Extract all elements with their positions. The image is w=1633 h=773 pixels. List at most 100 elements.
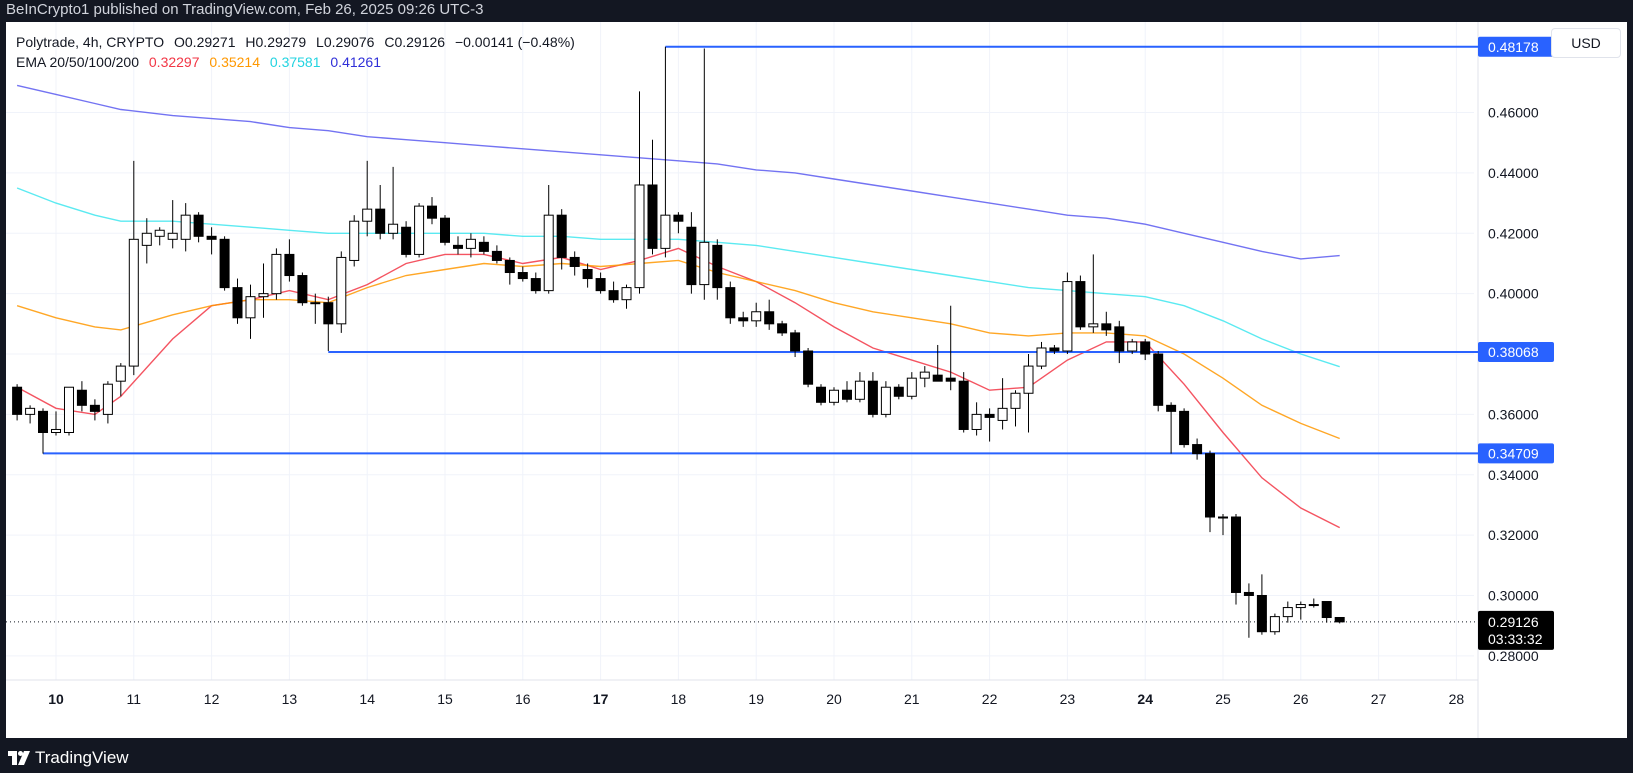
candle-up — [154, 229, 165, 237]
chart-panel[interactable]: 0.28000 0.30000 0.32000 0.34000 0.36000 0.380… — [6, 22, 1627, 738]
y-tick-label: 0.32000 — [1488, 527, 1539, 543]
brand-name: TradingView — [35, 748, 129, 767]
price-chart[interactable]: 0.28000 0.30000 0.32000 0.34000 0.36000 0.380… — [6, 22, 1627, 738]
x-tick-label: 19 — [748, 691, 764, 707]
candle-down — [440, 217, 450, 243]
candle-down — [867, 380, 878, 415]
symbol-label[interactable]: Polytrade, 4h, CRYPTO — [16, 34, 165, 50]
high-value: 0.29279 — [255, 34, 307, 50]
x-tick-label: 20 — [826, 691, 842, 707]
candle-up — [1062, 281, 1073, 352]
candle-up — [997, 407, 1008, 421]
candle-down — [323, 302, 334, 325]
candle-up — [1282, 607, 1293, 618]
candle-up — [25, 407, 36, 415]
x-tick-label: 17 — [593, 691, 609, 707]
candle-up — [1127, 341, 1138, 352]
candle-down — [595, 278, 606, 292]
candle-down — [673, 214, 684, 222]
candle-up — [1218, 516, 1228, 519]
candle-up — [388, 223, 399, 234]
x-tick-label: 22 — [982, 691, 998, 707]
candle-up — [258, 293, 269, 298]
candle-down — [1179, 410, 1190, 446]
ema-title[interactable]: EMA 20/50/100/200 — [16, 54, 139, 70]
y-tick-label: 0.40000 — [1488, 286, 1539, 302]
candle-up — [543, 214, 554, 292]
candle-up — [180, 214, 191, 240]
candle-up — [1269, 616, 1280, 633]
candle-down — [12, 386, 23, 415]
tradingview-brand[interactable]: TradingView — [8, 748, 129, 768]
candle-up — [63, 386, 74, 433]
candle-up — [880, 386, 891, 415]
candle-down — [89, 404, 100, 412]
candle-up — [1010, 392, 1021, 409]
candle-down — [530, 278, 541, 292]
open-value: 0.29271 — [184, 34, 236, 50]
ema100-value: 0.37581 — [269, 54, 321, 70]
x-tick-label: 23 — [1060, 691, 1076, 707]
candle-down — [1140, 341, 1151, 355]
candle-down — [738, 317, 749, 322]
candle-down — [1101, 323, 1112, 331]
candle-up — [414, 205, 425, 255]
candle-down — [1075, 281, 1086, 328]
change-value: −0.00141 (−0.48%) — [454, 34, 575, 50]
close-value: 0.29126 — [394, 34, 446, 50]
candle-down — [608, 290, 619, 301]
ema200-value: 0.41261 — [330, 54, 381, 70]
candle-down — [582, 269, 593, 280]
candle-up — [829, 389, 839, 403]
y-tick-label: 0.28000 — [1488, 648, 1539, 664]
candle-up — [751, 311, 762, 322]
candle-down — [1153, 353, 1164, 406]
candle-up — [634, 184, 645, 289]
candle-down — [491, 250, 502, 261]
candle-down — [375, 208, 386, 234]
candle-down — [647, 184, 658, 249]
candle-down — [504, 259, 515, 274]
candle-up — [271, 253, 282, 295]
candle-down — [193, 214, 204, 237]
last-price-tag — [1478, 610, 1554, 650]
candle-down — [1166, 404, 1177, 412]
candle-down — [803, 350, 814, 385]
x-tick-label: 25 — [1215, 691, 1231, 707]
candle-down — [932, 374, 943, 382]
ema-line-ema200 — [16, 84, 1340, 260]
candle-up — [621, 287, 632, 301]
candle-up — [971, 413, 982, 430]
candle-down — [1049, 347, 1060, 352]
y-tick-label: 0.34000 — [1488, 467, 1539, 483]
x-tick-label: 28 — [1449, 691, 1465, 707]
chart-legend: Polytrade, 4h, CRYPTO O0.29271 H0.29279 … — [16, 32, 575, 72]
ema50-value: 0.35214 — [209, 54, 260, 70]
last-price-label: 0.29126 — [1488, 614, 1539, 630]
candle-down — [686, 226, 697, 286]
candle-down — [569, 256, 580, 267]
candle-up — [919, 371, 930, 379]
candle-up — [128, 238, 139, 367]
x-tick-label: 16 — [515, 691, 531, 707]
candle-down — [1256, 594, 1267, 633]
x-tick-label: 14 — [359, 691, 375, 707]
candle-up — [349, 220, 360, 261]
candle-up — [854, 380, 865, 400]
candle-down — [777, 323, 788, 334]
x-tick-label: 26 — [1293, 691, 1309, 707]
candle-down — [556, 214, 567, 258]
publisher-text: BeInCrypto1 published on TradingView.com… — [6, 1, 484, 18]
candle-down — [958, 380, 969, 430]
candle-up — [102, 383, 113, 415]
currency-button[interactable]: USD — [1551, 28, 1621, 58]
tradingview-logo-icon — [8, 751, 30, 765]
candle-up — [51, 428, 61, 433]
candle-up — [660, 214, 671, 249]
candle-down — [816, 386, 827, 403]
candle-up — [167, 232, 178, 240]
x-tick-label: 15 — [437, 691, 453, 707]
y-tick-label: 0.44000 — [1488, 165, 1539, 181]
candle-down — [790, 332, 801, 352]
candle-up — [336, 256, 347, 325]
